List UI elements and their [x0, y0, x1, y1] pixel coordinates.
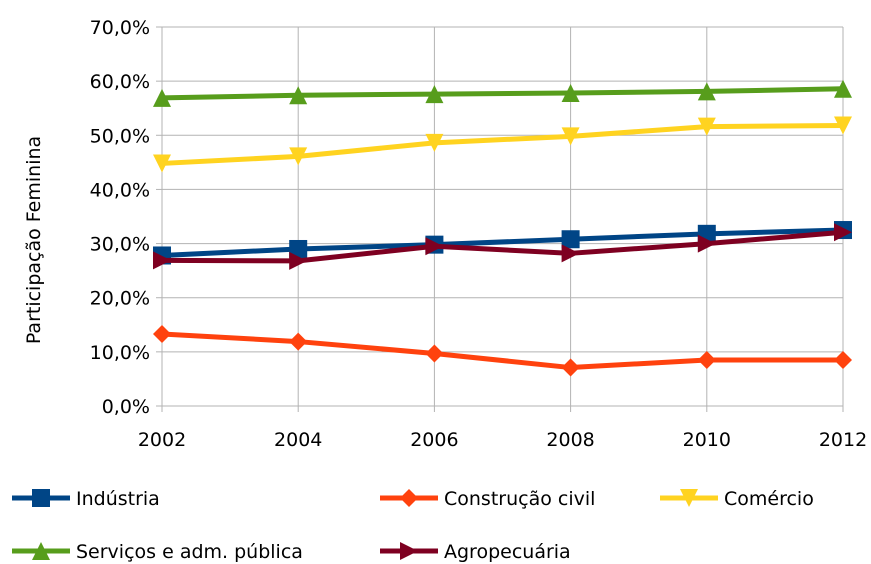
data-point-triangle-right — [425, 237, 444, 256]
y-tick-label: 0,0% — [102, 396, 150, 418]
data-point-triangle-up — [697, 82, 716, 101]
data-point-diamond — [400, 489, 418, 507]
data-point-diamond — [289, 332, 308, 351]
y-tick-label: 30,0% — [90, 234, 150, 256]
y-tick-label: 20,0% — [90, 288, 150, 310]
data-point-triangle-right — [289, 251, 308, 270]
x-tick-label: 2008 — [546, 429, 594, 451]
y-axis-tick-labels: 0,0% 10,0% 20,0% 30,0% 40,0% 50,0% 60,0% 70,0% — [90, 17, 150, 418]
data-point-triangle-right — [834, 223, 852, 242]
data-point-triangle-right — [400, 542, 418, 560]
legend-label: Serviços e adm. pública — [76, 541, 303, 563]
series-line — [161, 123, 844, 166]
series-constru-o-civil — [153, 324, 852, 377]
series-lines — [153, 79, 852, 377]
x-tick-label: 2002 — [138, 429, 186, 451]
series-line — [161, 331, 843, 371]
legend-item: Indústria — [12, 488, 160, 510]
data-point-triangle-down — [680, 489, 698, 507]
y-tick-label: 70,0% — [90, 17, 150, 39]
x-tick-label: 2006 — [410, 429, 458, 451]
legend-item: Serviços e adm. pública — [12, 541, 303, 563]
x-axis-tick-labels: 2002 2004 2006 2008 2010 2012 — [138, 429, 867, 451]
series-ind-stria — [153, 221, 852, 265]
data-point-diamond — [561, 358, 580, 377]
data-point-square — [32, 489, 50, 507]
data-point-square — [561, 230, 580, 249]
legend-label: Indústria — [76, 488, 160, 510]
data-point-diamond — [834, 350, 852, 369]
legend-item: Comércio — [660, 488, 814, 510]
data-point-triangle-up — [32, 542, 50, 560]
data-point-diamond — [697, 350, 716, 369]
data-point-triangle-down — [834, 116, 852, 135]
data-point-triangle-right — [561, 244, 580, 263]
data-point-triangle-up — [561, 84, 580, 103]
series-agropecu-ria — [153, 223, 852, 270]
legend-item: Construção civil — [380, 488, 595, 510]
data-point-triangle-up — [153, 88, 171, 107]
legend-label: Comércio — [724, 488, 814, 510]
series-line — [161, 229, 844, 264]
data-point-diamond — [425, 344, 444, 363]
data-point-triangle-down — [697, 117, 716, 136]
y-tick-label: 50,0% — [90, 125, 150, 147]
data-point-triangle-up — [834, 79, 852, 98]
data-point-diamond — [153, 324, 171, 343]
data-point-triangle-down — [289, 147, 308, 166]
data-point-triangle-up — [425, 85, 444, 104]
y-tick-label: 60,0% — [90, 71, 150, 93]
legend-item: Agropecuária — [380, 541, 571, 563]
y-tick-label: 40,0% — [90, 179, 150, 201]
data-point-triangle-down — [153, 154, 171, 173]
legend-label: Construção civil — [444, 488, 595, 510]
series-line — [161, 227, 844, 258]
data-point-triangle-down — [425, 133, 444, 152]
data-point-triangle-right — [697, 234, 716, 253]
series-line — [161, 86, 844, 101]
x-tick-label: 2004 — [274, 429, 322, 451]
series-servi-os-e-adm-p-blica — [153, 79, 852, 107]
grid-lines — [156, 26, 844, 412]
data-point-triangle-down — [561, 127, 580, 146]
y-axis-title: Participação Feminina — [23, 136, 45, 344]
x-tick-label: 2012 — [819, 429, 867, 451]
data-point-square — [289, 239, 308, 258]
x-tick-label: 2010 — [683, 429, 731, 451]
data-point-triangle-right — [153, 251, 171, 270]
y-tick-label: 10,0% — [90, 342, 150, 364]
series-com-rcio — [153, 116, 852, 173]
data-point-triangle-up — [289, 86, 308, 105]
legend: Indústria Construção civil Comércio Serviço… — [12, 488, 814, 563]
legend-label: Agropecuária — [444, 541, 571, 563]
